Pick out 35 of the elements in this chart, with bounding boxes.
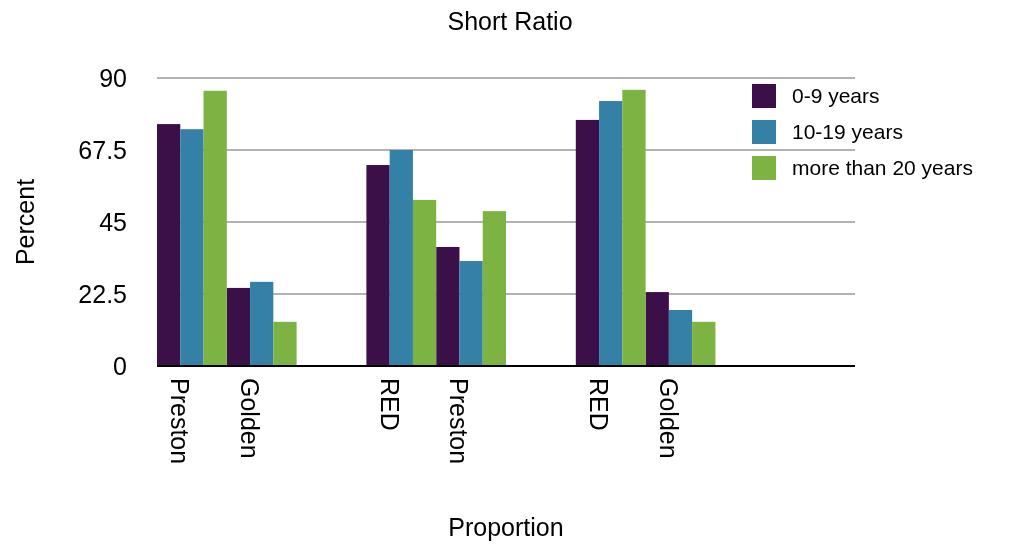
x-tick-label: Golden: [654, 378, 683, 459]
bar: [157, 124, 181, 366]
chart-title: Short Ratio: [447, 7, 573, 35]
y-tick-label: 0: [113, 351, 127, 380]
bar: [645, 292, 669, 366]
legend-label: 0-9 years: [792, 84, 880, 108]
bar: [250, 281, 274, 366]
bar: [436, 246, 460, 366]
bar: [599, 101, 623, 366]
y-tick-label: 67.5: [78, 135, 127, 164]
x-axis-title: Proportion: [448, 513, 564, 541]
x-tick-label: RED: [375, 378, 404, 431]
y-tick-label: 90: [99, 63, 127, 92]
x-tick-label: RED: [585, 378, 614, 431]
x-tick-label: Preston: [445, 378, 474, 465]
legend-label: more than 20 years: [792, 156, 973, 180]
y-tick-label: 22.5: [78, 279, 127, 308]
legend-label: 10-19 years: [792, 120, 903, 144]
bar: [668, 310, 693, 366]
bar: [575, 119, 600, 366]
bar: [203, 90, 227, 366]
bar: [482, 211, 506, 366]
bar: [366, 165, 390, 366]
x-tick-label: Golden: [236, 378, 265, 459]
bar: [180, 129, 204, 366]
y-tick-label: 45: [99, 207, 127, 236]
bar: [459, 261, 483, 366]
x-tick-label: Preston: [166, 378, 195, 465]
bar: [622, 89, 646, 366]
bar: [273, 321, 297, 366]
bar: [226, 287, 251, 366]
bar: [412, 199, 437, 366]
bar: [389, 150, 413, 366]
y-axis-title: Percent: [11, 178, 39, 266]
bar: [692, 321, 716, 366]
